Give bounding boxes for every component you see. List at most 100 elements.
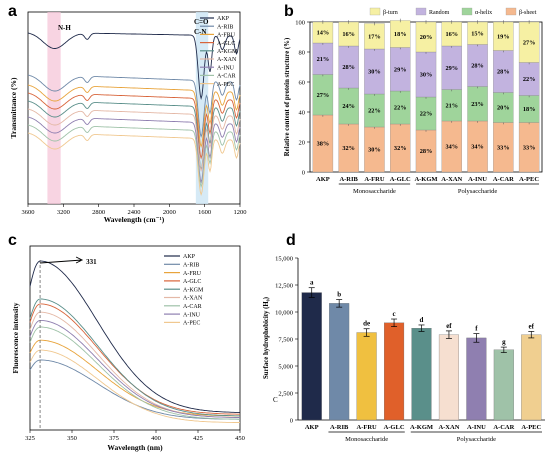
significance-letter: f <box>475 325 478 333</box>
significance-letter: c <box>393 310 396 318</box>
fluorescence-line-a-kgm <box>29 298 240 417</box>
hydrophobicity-y-tick-label: 0 <box>290 417 293 424</box>
structure-bar-label: 30% <box>368 69 381 76</box>
hydrophobicity-bar-a-car <box>493 349 514 421</box>
structure-bar-label: 22% <box>394 105 407 112</box>
significance-letter: b <box>337 291 341 299</box>
fluorescence-legend-label-a-xan: A-XAN <box>183 296 203 302</box>
ftir-legend-label-a-rib: A-RIB <box>217 24 233 30</box>
ftir-legend-label-a-inu: A-INU <box>217 65 235 71</box>
hydrophobicity-category-label: A-KGM <box>410 424 433 431</box>
fluorescence-legend-label-a-inu: A-INU <box>183 312 201 318</box>
ftir-line-a-car <box>27 124 241 188</box>
structure-bar-label: 33% <box>497 144 510 151</box>
structure-category-label: A-PEC <box>519 176 539 183</box>
ftir-y-axis-label: Transmittance (%) <box>9 77 18 138</box>
fluorescence-line-a-pec <box>29 349 240 423</box>
fluorescence-legend-label-a-fru: A-FRU <box>183 271 202 277</box>
co-annotation: C=O <box>194 18 209 26</box>
structure-y-tick-label: 100 <box>295 19 305 26</box>
hydrophobicity-bar-a-inu <box>466 337 487 421</box>
ftir-chart: N-H C=O C-N 3600 3200 2800 2400 2000 1600 1200… <box>9 11 247 224</box>
structure-bar-label: 34% <box>471 144 484 151</box>
structure-category-label: A-FRU <box>364 176 385 183</box>
structure-bar-label: 21% <box>445 102 458 109</box>
ftir-x-tick-label: 2400 <box>128 209 141 216</box>
hydrophobicity-category-label: A-INU <box>467 424 486 431</box>
structure-bar-label: 22% <box>368 108 381 115</box>
structure-bar-label: 18% <box>523 106 536 113</box>
peak-label: 331 <box>86 258 97 266</box>
ftir-x-tick-label: 2800 <box>92 209 105 216</box>
fluorescence-x-tick-label: 450 <box>235 435 245 442</box>
fluorescence-line-a-inu <box>29 319 240 418</box>
structure-bar-label: 28% <box>497 69 510 76</box>
structure-bar-label: 23% <box>471 101 484 108</box>
structure-category-label: AKP <box>316 176 330 183</box>
structure-bar-label: 32% <box>394 145 407 152</box>
panel-letter-b: b <box>284 3 294 20</box>
panel-letter-d: d <box>286 232 296 249</box>
structure-bar-label: 21% <box>317 56 330 63</box>
fluorescence-x-tick-label: 325 <box>25 435 35 442</box>
structure-legend-label-sheet: β-sheet <box>519 10 537 16</box>
hydrophobicity-category-label: AKP <box>305 424 319 431</box>
hydrophobicity-category-label: A-FRU <box>357 424 378 431</box>
fluorescence-line-a-fru <box>29 339 240 417</box>
ftir-line-a-inu <box>27 116 241 184</box>
fluorescence-x-tick-label: 350 <box>67 435 77 442</box>
structure-legend-swatch-helix <box>461 7 473 16</box>
ftir-x-tick-label: 1600 <box>198 209 211 216</box>
structure-bar-label: 38% <box>317 141 330 148</box>
fluorescence-y-axis-label: Fluorescence intensity <box>11 302 20 373</box>
fluorescence-legend-label-a-kgm: A-KGM <box>183 287 204 293</box>
ftir-x-tick-label: 1200 <box>234 209 247 216</box>
hydrophobicity-bar-a-kgm <box>411 328 432 421</box>
hydrophobicity-category-label: A-GLC <box>384 424 405 431</box>
significance-letter: de <box>363 320 370 328</box>
ftir-legend-label-a-fru: A-FRU <box>217 33 236 39</box>
fluorescence-line-a-car <box>29 326 240 420</box>
hydrophobicity-bar-a-rib <box>329 303 350 421</box>
hydrophobicity-category-label: A-PEC <box>521 424 541 431</box>
structure-bar-label: 33% <box>523 144 536 151</box>
structure-bar-label: 16% <box>445 31 458 38</box>
hydrophobicity-bar-a-xan <box>438 334 459 421</box>
ftir-line-a-glc <box>27 92 241 160</box>
panel-letter-a: a <box>8 3 17 20</box>
fluorescence-line-a-xan <box>29 311 240 418</box>
structure-legend-label-turn: β-turn <box>383 10 398 16</box>
structure-bar-label: 29% <box>445 65 458 72</box>
structure-bar-label: 20% <box>497 105 510 112</box>
hydrophobicity-y-tick-label: 7,500 <box>278 336 293 343</box>
structure-category-label: A-KGM <box>414 176 437 183</box>
hydrophobicity-category-label: A-XAN <box>438 424 459 431</box>
structure-legend-swatch-random <box>415 7 427 16</box>
hydrophobicity-y-tick-label: 12,500 <box>275 282 293 289</box>
structure-bar-label: 19% <box>497 33 510 40</box>
panel-letter-c: c <box>8 232 17 249</box>
structure-y-tick-label: 40 <box>299 109 306 116</box>
fluorescence-legend-label-a-glc: A-GLC <box>183 279 201 285</box>
hydrophobicity-bar-a-fru <box>356 332 377 421</box>
structure-bar-label: 24% <box>342 103 355 110</box>
structure-group-label-polysaccharide: Polysaccharide <box>458 188 497 195</box>
ftir-x-tick-label: 2000 <box>163 209 176 216</box>
structure-y-tick-label: 0 <box>302 169 305 176</box>
fluorescence-line-a-glc <box>29 303 240 415</box>
corner-mark: C <box>273 396 278 404</box>
hydrophobicity-category-label: A-RIB <box>330 424 349 431</box>
ftir-legend-label-a-glc: A-GLC <box>217 41 235 47</box>
structure-bar-label: 27% <box>523 39 536 46</box>
significance-letter: a <box>310 279 314 287</box>
significance-letter: g <box>502 338 506 346</box>
ftir-x-tick-label: 3600 <box>22 209 35 216</box>
structure-legend-label-random: Random <box>429 10 450 16</box>
structure-category-label: A-CAR <box>493 176 514 183</box>
fluorescence-legend-label-a-car: A-CAR <box>183 304 202 310</box>
structure-bar-label: 32% <box>342 145 355 152</box>
hydrophobicity-y-axis-label: Surface hydrophobicity (H₀) <box>263 297 270 379</box>
hydrophobicity-chart: a AKP b A-RIB de A-FRU c A-GLC d A-KGM ef A-XAN f A-I… <box>263 255 545 443</box>
structure-bar-label: 16% <box>342 31 355 38</box>
